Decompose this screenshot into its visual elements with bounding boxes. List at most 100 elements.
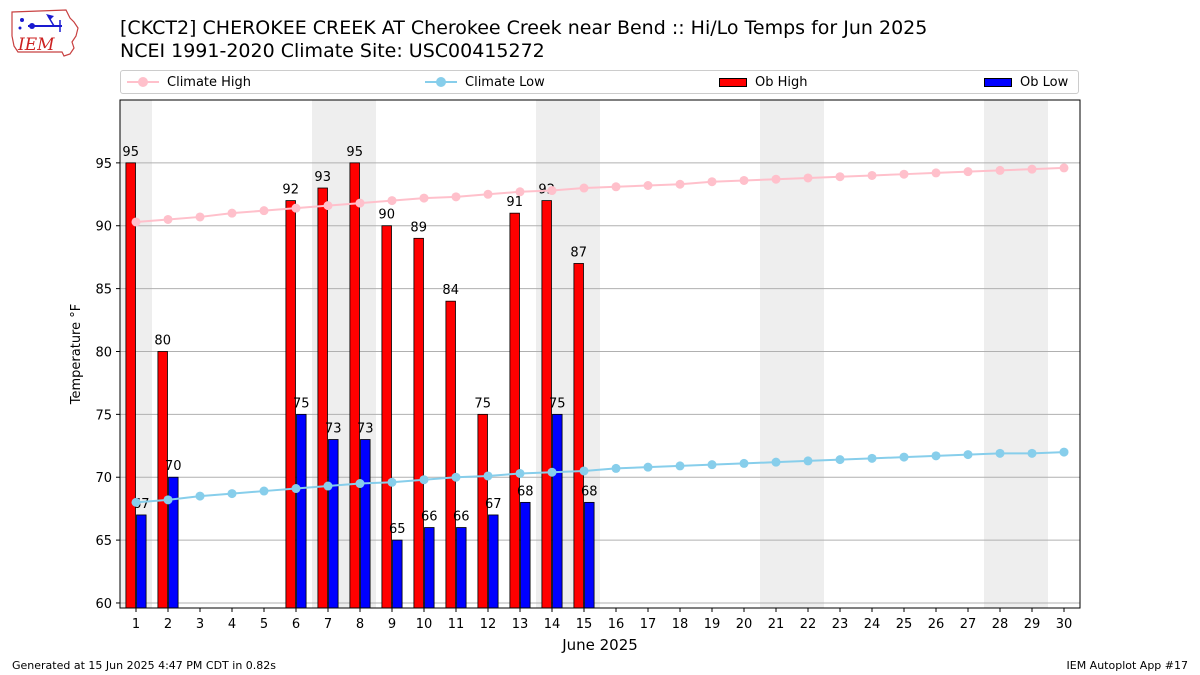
climate-high-point — [131, 217, 141, 227]
climate-low-point — [483, 471, 493, 481]
climate-high-point — [387, 196, 397, 206]
ob-high-value-label: 84 — [442, 283, 459, 298]
x-tick-label: 29 — [1024, 617, 1041, 632]
ob-low-bar — [136, 514, 147, 609]
y-tick-label: 80 — [95, 345, 112, 360]
ob-high-bar — [509, 212, 520, 609]
ob-low-value-label: 75 — [293, 396, 310, 411]
climate-high-point — [355, 198, 365, 208]
climate-high-point — [451, 192, 461, 202]
x-tick-label: 23 — [832, 617, 849, 632]
footer-app-text: IEM Autoplot App #17 — [1066, 659, 1189, 672]
ob-high-value-label: 92 — [282, 183, 299, 198]
climate-low-point — [451, 472, 461, 482]
climate-high-point — [323, 201, 333, 211]
climate-low-point — [131, 497, 141, 507]
legend-label-ob-high: Ob High — [755, 74, 808, 90]
climate-low-point — [387, 477, 397, 487]
x-tick-label: 8 — [356, 617, 364, 632]
x-tick-label: 16 — [608, 617, 625, 632]
x-tick-label: 1 — [132, 617, 140, 632]
x-tick-label: 30 — [1056, 617, 1073, 632]
legend-item-ob-high: Ob High — [719, 71, 808, 93]
x-tick-label: 14 — [544, 617, 561, 632]
x-tick-label: 26 — [928, 617, 945, 632]
legend-item-ob-low: Ob Low — [984, 71, 1068, 93]
climate-low-point — [227, 489, 237, 499]
climate-high-point — [803, 173, 813, 183]
x-tick-label: 7 — [324, 617, 332, 632]
ob-low-bar — [360, 439, 371, 609]
climate-low-point — [611, 463, 621, 473]
ob-high-value-label: 93 — [314, 170, 331, 185]
ob-high-value-label: 95 — [346, 145, 363, 160]
ob-low-value-label: 68 — [581, 484, 598, 499]
climate-high-point — [259, 206, 269, 216]
ob-low-value-label: 66 — [421, 510, 438, 525]
ob-high-bar — [349, 162, 360, 609]
climate-low-point — [643, 462, 653, 472]
x-tick-label: 11 — [448, 617, 465, 632]
ob-low-value-label: 73 — [325, 422, 342, 437]
climate-low-point — [739, 458, 749, 468]
climate-low-point — [579, 466, 589, 476]
x-tick-label: 13 — [512, 617, 529, 632]
legend-label-climate-high: Climate High — [167, 74, 252, 90]
climate-high-point — [963, 167, 973, 177]
x-tick-label: 2 — [164, 617, 172, 632]
climate-high-point — [835, 172, 845, 182]
ob-low-value-label: 65 — [389, 522, 406, 537]
weekend-shade — [984, 100, 1048, 608]
climate-low-point — [1059, 447, 1069, 457]
climate-low-point — [259, 486, 269, 496]
climate-high-point — [483, 189, 493, 199]
weekend-shade — [760, 100, 824, 608]
climate-low-point — [931, 451, 941, 461]
x-tick-label: 17 — [640, 617, 657, 632]
climate-low-point — [163, 495, 173, 505]
climate-high-point — [611, 182, 621, 192]
ob-high-value-label: 89 — [410, 220, 427, 235]
climate-low-line — [135, 451, 1065, 504]
ob-high-value-label: 75 — [474, 396, 491, 411]
climate-high-point — [547, 186, 557, 196]
climate-high-point — [515, 187, 525, 197]
climate-low-point — [707, 460, 717, 470]
ob-high-bar — [445, 300, 456, 609]
climate-low-point — [867, 453, 877, 463]
climate-low-point — [771, 457, 781, 467]
climate-low-point — [675, 461, 685, 471]
ob-high-value-label: 91 — [506, 195, 523, 210]
x-tick-label: 9 — [388, 617, 396, 632]
climate-low-point — [963, 450, 973, 460]
x-tick-label: 3 — [196, 617, 204, 632]
ob-low-bar — [296, 413, 307, 609]
ob-low-value-label: 67 — [485, 497, 502, 512]
logo-text: IEM — [17, 35, 55, 55]
ob-low-value-label: 75 — [549, 396, 566, 411]
ob-high-bar — [317, 187, 328, 609]
y-axis-label: Temperature °F — [69, 304, 84, 405]
climate-high-point — [867, 170, 877, 180]
climate-high-point — [1027, 164, 1037, 174]
ob-high-bar — [157, 351, 168, 609]
climate-high-point — [931, 168, 941, 178]
legend-label-climate-low: Climate Low — [465, 74, 545, 90]
climate-high-line — [135, 166, 1065, 223]
ob-low-value-label: 73 — [357, 422, 374, 437]
x-tick-label: 10 — [416, 617, 433, 632]
climate-high-point — [739, 175, 749, 185]
climate-high-point — [1059, 163, 1069, 173]
x-tick-label: 27 — [960, 617, 977, 632]
climate-low-point — [547, 467, 557, 477]
y-tick-label: 65 — [95, 534, 112, 549]
climate-low-point — [899, 452, 909, 462]
y-tick-label: 85 — [95, 283, 112, 298]
climate-low-point — [419, 475, 429, 485]
ob-high-bar — [573, 263, 584, 609]
chart-subtitle: NCEI 1991-2020 Climate Site: USC00415272 — [120, 40, 545, 62]
ob-high-value-label: 95 — [122, 145, 139, 160]
ob-high-value-label: 87 — [570, 245, 587, 260]
legend-item-climate-high: Climate High — [127, 71, 251, 93]
